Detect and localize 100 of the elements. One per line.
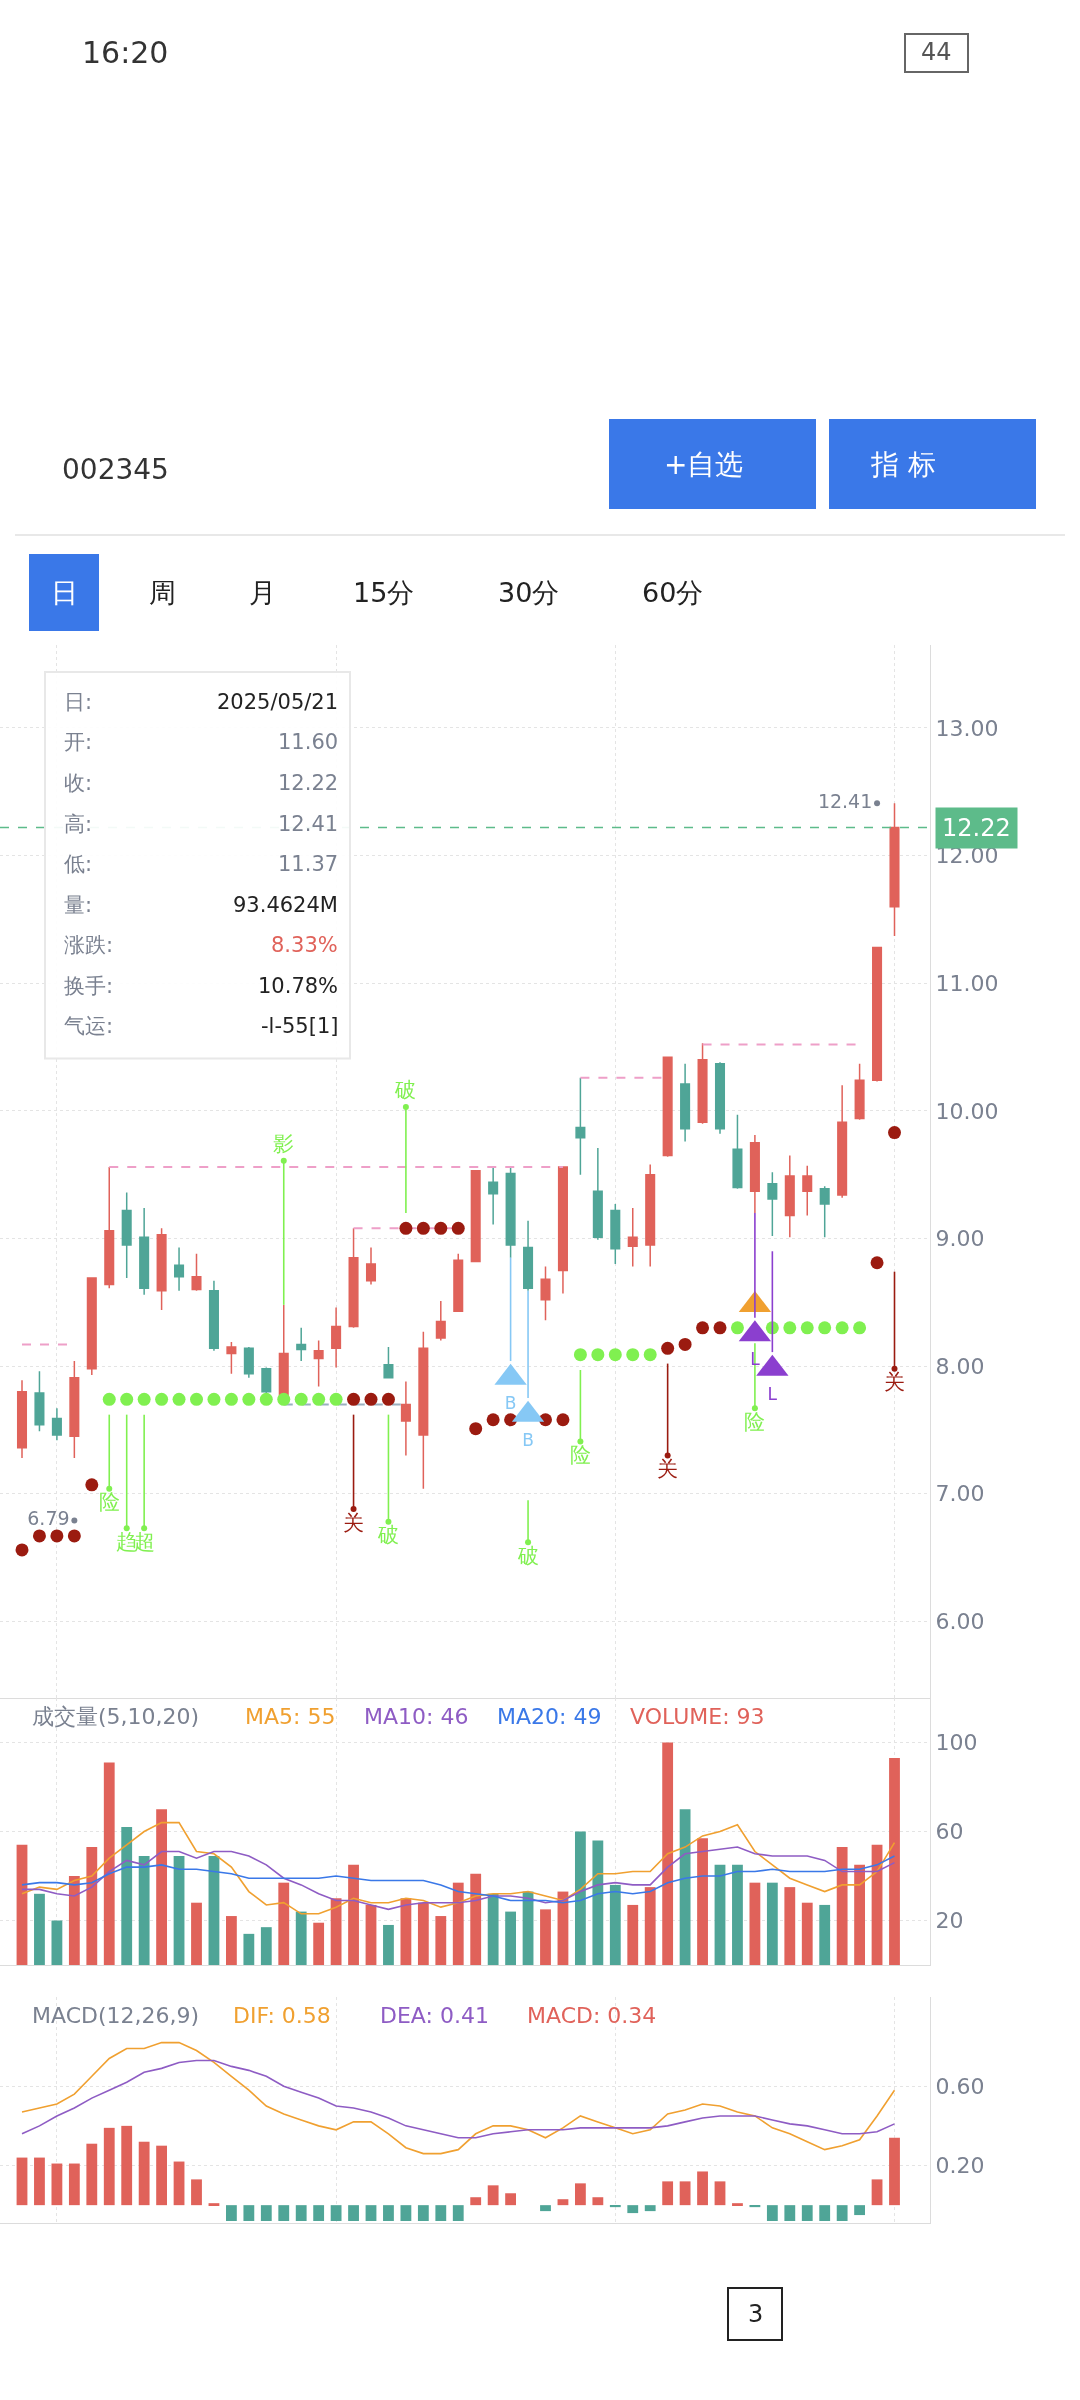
- candlestick: [174, 1246, 185, 1292]
- point: [751, 1405, 758, 1412]
- data-label: B: [522, 1429, 534, 1450]
- bar: [383, 2205, 394, 2222]
- bar: [260, 1927, 272, 1965]
- candlestick: [889, 802, 900, 937]
- bar: [662, 2181, 674, 2206]
- data-label: 关: [884, 1370, 905, 1395]
- bar: [86, 2143, 98, 2206]
- point: [874, 800, 881, 807]
- data-label: 影: [273, 1131, 295, 1156]
- bar: [225, 2205, 237, 2222]
- point: [102, 1392, 116, 1406]
- point: [556, 1413, 570, 1427]
- point: [190, 1392, 203, 1406]
- text: MACD: 0.34: [527, 2003, 657, 2028]
- bar: [540, 2205, 551, 2212]
- point: [661, 1341, 675, 1355]
- y-tick-label: 11.00: [935, 970, 999, 996]
- point: [416, 1221, 430, 1235]
- annotation: 11.37: [278, 852, 339, 876]
- candlestick: [226, 1341, 237, 1375]
- annotation: 高:: [64, 812, 93, 836]
- point: [800, 1321, 814, 1335]
- point: [106, 1485, 113, 1492]
- text: DEA: 0.41: [380, 2003, 489, 2028]
- text: 002345: [62, 453, 169, 486]
- point: [573, 1348, 587, 1362]
- candlestick: [365, 1246, 377, 1286]
- y-tick-label: 20: [935, 1908, 964, 1934]
- point: [294, 1392, 308, 1406]
- bar: [435, 1916, 447, 1965]
- point: [608, 1348, 622, 1362]
- bar: [243, 2205, 255, 2222]
- data-label: 破: [516, 1543, 539, 1568]
- chart-title: MACD(12,26,9): [32, 2003, 200, 2028]
- candlestick: [627, 1207, 638, 1268]
- candlestick: [104, 1166, 115, 1290]
- y-tick-label: 9.00: [935, 1226, 985, 1252]
- candlestick: [34, 1370, 45, 1432]
- annotation: 8.33%: [271, 933, 338, 957]
- text: 日: [51, 577, 78, 608]
- bar: [574, 2183, 586, 2206]
- bar: [156, 1809, 168, 1965]
- bar: [278, 1882, 290, 1965]
- candlestick: [86, 1277, 97, 1376]
- bar: [51, 1920, 63, 1965]
- point: [486, 1413, 500, 1427]
- candlestick: [69, 1360, 80, 1459]
- point: [50, 1529, 64, 1543]
- point: [71, 1517, 78, 1524]
- annotation: 收:: [64, 771, 93, 795]
- candlestick: [540, 1265, 551, 1321]
- text: +自选: [664, 448, 744, 481]
- candlestick: [296, 1327, 307, 1362]
- bar: [295, 2205, 307, 2222]
- bar: [766, 2205, 778, 2222]
- point: [280, 1157, 287, 1164]
- y-tick-label: 10.00: [935, 1098, 999, 1124]
- candlestick: [872, 946, 883, 1083]
- text: 指 标: [870, 448, 936, 481]
- candlestick: [854, 1062, 865, 1121]
- bar: [627, 1904, 639, 1965]
- bar: [156, 2145, 168, 2206]
- bar: [295, 1911, 307, 1965]
- bar: [16, 1844, 28, 1965]
- bar: [749, 1882, 761, 1965]
- candlestick: [767, 1171, 778, 1237]
- data-label: 险: [569, 1442, 591, 1467]
- data-label: 关: [343, 1510, 365, 1535]
- candlestick: [156, 1227, 167, 1311]
- annotation: 日:: [64, 690, 93, 714]
- point: [224, 1392, 238, 1406]
- bar: [801, 2205, 813, 2222]
- text: 15分: [353, 577, 415, 608]
- candlestick: [51, 1407, 62, 1441]
- data-label: 12.41: [817, 790, 873, 813]
- bar: [417, 2205, 429, 2222]
- bar: [609, 1884, 621, 1965]
- annotation: 换手:: [64, 974, 114, 998]
- text: MA10: 46: [364, 1704, 469, 1729]
- annotation: 11.60: [278, 730, 339, 754]
- point: [783, 1321, 797, 1335]
- bar: [121, 2125, 133, 2206]
- text: 周: [149, 577, 176, 608]
- bar: [871, 2179, 883, 2206]
- point: [312, 1392, 326, 1406]
- candlestick: [435, 1300, 446, 1342]
- candlestick: [418, 1330, 429, 1490]
- bar: [889, 1758, 900, 1965]
- point: [643, 1348, 657, 1362]
- bar: [540, 1909, 551, 1965]
- bar: [470, 1873, 482, 1965]
- text: MA5: 55: [245, 1704, 336, 1729]
- bar: [383, 1924, 394, 1965]
- y-tick-label: 6.00: [935, 1609, 985, 1635]
- data-label: B: [504, 1392, 517, 1413]
- ref-line-label: 12.22: [942, 814, 1011, 842]
- bar: [836, 2205, 848, 2222]
- data-label: 破: [376, 1523, 399, 1548]
